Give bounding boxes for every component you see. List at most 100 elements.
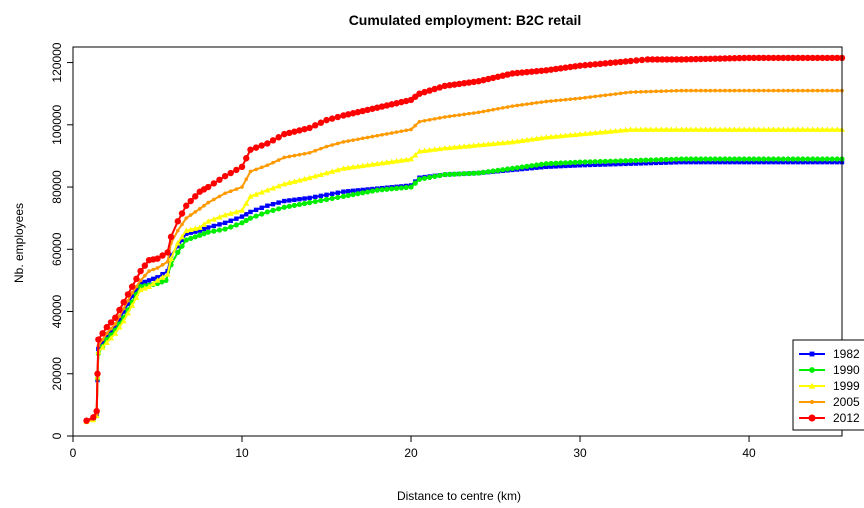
series-point	[259, 165, 264, 170]
series-point	[319, 146, 323, 151]
series-point	[663, 156, 669, 163]
series-point	[602, 128, 609, 135]
series-point	[692, 55, 700, 63]
series-point	[509, 165, 516, 171]
series-point	[697, 126, 704, 132]
series-point	[457, 113, 462, 117]
series-point	[350, 188, 356, 194]
series-point	[617, 158, 624, 164]
series-point	[471, 111, 476, 115]
series-point	[276, 158, 281, 162]
series-point	[643, 161, 649, 166]
series-point	[510, 104, 515, 108]
series-point	[329, 168, 336, 174]
series-point	[346, 139, 351, 143]
series-point	[658, 157, 664, 163]
series-point	[628, 90, 633, 94]
plot-area	[83, 54, 846, 425]
series-point	[456, 80, 463, 88]
series-point	[809, 126, 816, 132]
series-point	[202, 203, 206, 208]
series-point	[335, 190, 340, 195]
series-point	[340, 165, 347, 171]
series-point	[345, 111, 352, 118]
series-point	[281, 204, 287, 210]
y-tick-label: 120000	[50, 42, 64, 82]
x-tick-label: 20	[404, 446, 418, 460]
series-point	[116, 306, 123, 314]
series-point	[674, 88, 679, 93]
series-point	[109, 326, 113, 331]
series-point	[389, 131, 394, 135]
series-point	[276, 206, 282, 212]
series-point	[679, 88, 684, 93]
legend-label: 2012	[833, 411, 860, 425]
series-point	[760, 126, 767, 132]
series-point	[727, 156, 733, 162]
series-point	[360, 187, 365, 193]
series-point	[633, 157, 639, 164]
series-point	[408, 184, 414, 190]
series-point	[581, 62, 589, 69]
series-point	[644, 56, 651, 63]
series-point	[736, 54, 743, 62]
series-point	[253, 207, 259, 213]
series-point	[668, 126, 675, 132]
series-point	[228, 189, 233, 193]
series-point	[781, 159, 786, 165]
series-point	[786, 88, 790, 93]
series-point	[633, 57, 640, 64]
series-point	[193, 210, 198, 214]
series-point	[465, 79, 473, 86]
series-point	[312, 198, 318, 205]
legend-item-2012: 2012	[799, 411, 860, 425]
series-point	[504, 139, 511, 145]
series-point	[138, 281, 143, 286]
series-point	[328, 115, 336, 122]
series-point	[302, 196, 307, 201]
series-point	[643, 157, 649, 163]
series-point	[318, 197, 324, 204]
series-point	[659, 89, 663, 93]
series-point	[409, 127, 413, 132]
series-point	[771, 88, 776, 93]
series-point	[548, 133, 555, 140]
series-point	[648, 160, 654, 166]
series-point	[398, 185, 404, 191]
series-point	[179, 243, 185, 249]
series-point	[834, 156, 840, 162]
series-point	[809, 54, 816, 62]
series-point	[766, 159, 771, 165]
series-point	[750, 54, 758, 62]
series-point	[669, 89, 674, 93]
y-tick-label: 80000	[50, 170, 64, 204]
series-point	[179, 233, 186, 240]
series-point	[275, 134, 282, 141]
series-point	[297, 152, 302, 157]
series-point	[648, 157, 654, 163]
series-point	[436, 84, 443, 91]
series-point	[514, 138, 521, 144]
series-point	[456, 143, 463, 150]
series-point	[206, 200, 211, 205]
series-point	[174, 218, 181, 225]
series-point	[427, 118, 432, 122]
series-point	[820, 88, 825, 93]
series-point	[217, 194, 222, 199]
series-point	[292, 197, 297, 202]
series-point	[248, 209, 253, 215]
series-point	[627, 126, 634, 132]
series-point	[330, 143, 334, 147]
series-point	[150, 280, 157, 286]
series-point	[548, 160, 554, 167]
series-point	[683, 56, 690, 63]
series-point	[99, 344, 106, 350]
series-point	[292, 153, 297, 158]
series-point	[736, 126, 743, 132]
series-point	[374, 187, 380, 193]
series-point	[302, 151, 307, 156]
series-point	[192, 234, 198, 240]
series-point	[607, 59, 614, 67]
series-point	[286, 129, 293, 137]
series-point	[197, 232, 203, 238]
